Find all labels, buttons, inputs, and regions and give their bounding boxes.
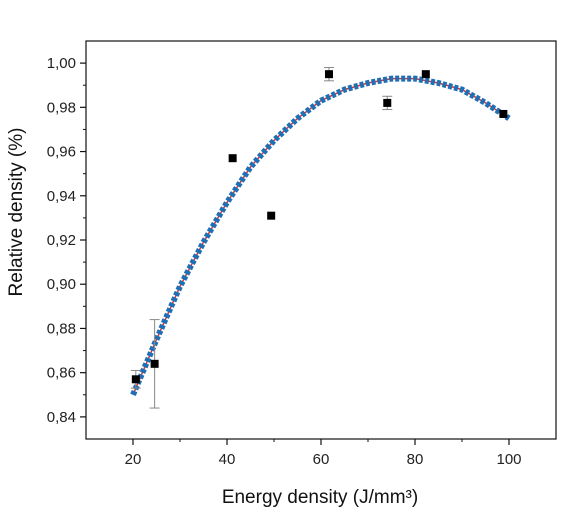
data-point [131,375,140,384]
x-axis-title: Energy density (J/mm³) [222,487,418,508]
y-tick-label: 0,84 [47,409,76,426]
data-point [228,154,237,163]
x-tick-label: 60 [313,451,330,468]
data-point [383,98,392,107]
data-point [421,70,430,79]
x-tick-label: 80 [407,451,424,468]
y-tick-label: 0,96 [47,144,76,161]
y-tick-label: 1,00 [47,55,76,72]
x-tick-label: 40 [219,451,236,468]
fit-curve-solid [132,77,510,396]
y-axis-title: Relative density (%) [6,128,27,297]
data-point [499,109,508,118]
y-tick-label: 0,98 [47,99,76,116]
data-point [324,70,333,79]
data-point [150,359,159,368]
y-tick-label: 0,88 [47,320,76,337]
data-point [267,211,276,220]
fit-curve-dotted [130,75,511,396]
x-tick-label: 20 [125,451,142,468]
y-tick-label: 0,90 [47,276,76,293]
x-tick-label: 100 [496,451,521,468]
y-tick-label: 0,94 [47,188,76,205]
y-tick-label: 0,92 [47,232,76,249]
y-tick-label: 0,86 [47,365,76,382]
